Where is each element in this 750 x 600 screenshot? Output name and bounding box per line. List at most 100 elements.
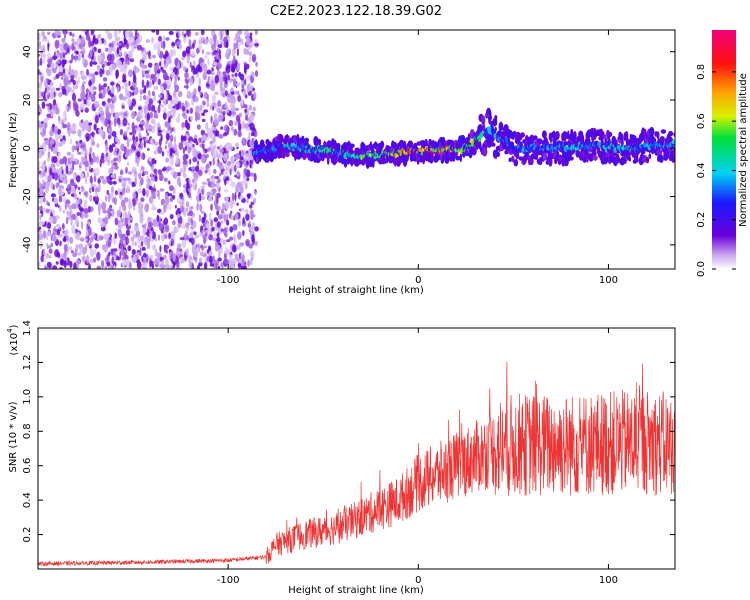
noise-blob bbox=[127, 161, 129, 166]
noise-blob bbox=[242, 177, 247, 185]
noise-blob bbox=[114, 217, 119, 226]
noise-blob bbox=[47, 157, 50, 163]
noise-blob bbox=[210, 203, 213, 211]
noise-blob bbox=[201, 217, 206, 224]
noise-blob bbox=[186, 56, 191, 61]
noise-blob bbox=[157, 122, 161, 128]
noise-blob bbox=[163, 244, 167, 253]
signal-halo bbox=[433, 141, 439, 151]
noise-blob bbox=[117, 228, 122, 237]
noise-blob bbox=[111, 131, 117, 137]
noise-blob bbox=[165, 59, 170, 65]
noise-blob bbox=[71, 53, 74, 61]
noise-blob bbox=[194, 96, 199, 103]
noise-blob bbox=[186, 90, 191, 99]
noise-blob bbox=[49, 140, 55, 145]
noise-blob bbox=[58, 195, 63, 203]
noise-blob bbox=[212, 188, 217, 194]
noise-blob bbox=[107, 112, 112, 117]
noise-blob bbox=[96, 155, 99, 164]
noise-blob bbox=[102, 68, 105, 75]
noise-blob bbox=[159, 245, 162, 253]
noise-blob bbox=[174, 205, 177, 209]
snr-scale-base: (x104) bbox=[6, 324, 20, 355]
noise-blob bbox=[235, 161, 240, 169]
noise-blob bbox=[72, 252, 77, 258]
colorbar-tick-label: 0.4 bbox=[696, 162, 707, 178]
noise-blob bbox=[232, 244, 237, 253]
noise-blob bbox=[122, 211, 126, 220]
noise-blob bbox=[60, 46, 63, 54]
noise-blob bbox=[185, 78, 189, 85]
noise-blob bbox=[89, 93, 94, 98]
noise-blob bbox=[86, 68, 89, 76]
signal-halo bbox=[349, 143, 355, 149]
noise-blob bbox=[128, 198, 131, 206]
noise-blob bbox=[112, 248, 118, 252]
noise-blob bbox=[191, 166, 196, 171]
noise-blob bbox=[182, 66, 187, 72]
noise-blob bbox=[241, 98, 244, 106]
noise-blob bbox=[250, 249, 255, 259]
noise-blob bbox=[230, 264, 235, 269]
noise-blob bbox=[88, 122, 93, 126]
spectrogram-y-ticks: -40 -20 0 20 40 bbox=[22, 45, 675, 253]
noise-blob bbox=[105, 143, 109, 153]
noise-blob bbox=[221, 264, 224, 269]
noise-blob bbox=[125, 259, 130, 265]
noise-blob bbox=[184, 230, 188, 236]
colorbar-ticks: 0.0 0.2 0.4 0.6 0.8 bbox=[696, 64, 736, 277]
noise-blob bbox=[84, 175, 88, 185]
noise-blob bbox=[236, 255, 239, 262]
noise-blob bbox=[139, 94, 143, 102]
noise-blob bbox=[106, 189, 110, 196]
noise-blob bbox=[229, 254, 233, 261]
noise-blob bbox=[70, 218, 73, 227]
noise-blob bbox=[117, 119, 121, 126]
noise-blob bbox=[170, 230, 176, 239]
noise-blob bbox=[65, 230, 67, 237]
noise-blob bbox=[76, 175, 81, 183]
noise-blob bbox=[201, 49, 205, 55]
noise-blob bbox=[88, 263, 91, 269]
noise-blob bbox=[182, 184, 187, 189]
noise-blob bbox=[222, 132, 228, 137]
noise-blob bbox=[255, 61, 258, 67]
noise-blob bbox=[151, 105, 156, 112]
noise-blob bbox=[93, 196, 96, 202]
noise-blob bbox=[224, 169, 229, 178]
signal-core bbox=[477, 137, 482, 143]
noise-blob bbox=[201, 118, 206, 123]
signal-halo bbox=[645, 157, 650, 164]
noise-blob bbox=[226, 162, 230, 166]
noise-blob bbox=[111, 143, 116, 148]
noise-blob bbox=[247, 259, 251, 267]
y-tick-label: 0.6 bbox=[22, 458, 33, 474]
noise-blob bbox=[78, 198, 82, 204]
noise-blob bbox=[81, 53, 85, 59]
spectrogram-marks bbox=[38, 30, 675, 269]
noise-blob bbox=[230, 210, 233, 214]
noise-blob bbox=[122, 177, 127, 181]
noise-blob bbox=[177, 113, 180, 122]
noise-blob bbox=[144, 101, 148, 106]
noise-blob bbox=[52, 235, 58, 243]
noise-blob bbox=[199, 192, 202, 202]
spectrogram-x-ticks: -100 0 100 bbox=[217, 30, 618, 286]
signal-halo bbox=[556, 150, 559, 155]
noise-blob bbox=[103, 87, 107, 95]
noise-blob bbox=[132, 233, 137, 239]
noise-blob bbox=[144, 238, 148, 245]
signal-halo bbox=[500, 123, 504, 131]
noise-blob bbox=[69, 138, 73, 145]
signal-halo bbox=[459, 152, 463, 163]
noise-blob bbox=[132, 168, 136, 173]
noise-blob bbox=[114, 190, 118, 196]
noise-blob bbox=[89, 164, 92, 170]
noise-blob bbox=[127, 122, 130, 126]
noise-blob bbox=[158, 191, 160, 201]
noise-blob bbox=[93, 91, 97, 95]
noise-blob bbox=[133, 74, 137, 83]
noise-blob bbox=[72, 41, 78, 46]
noise-blob bbox=[165, 140, 168, 144]
